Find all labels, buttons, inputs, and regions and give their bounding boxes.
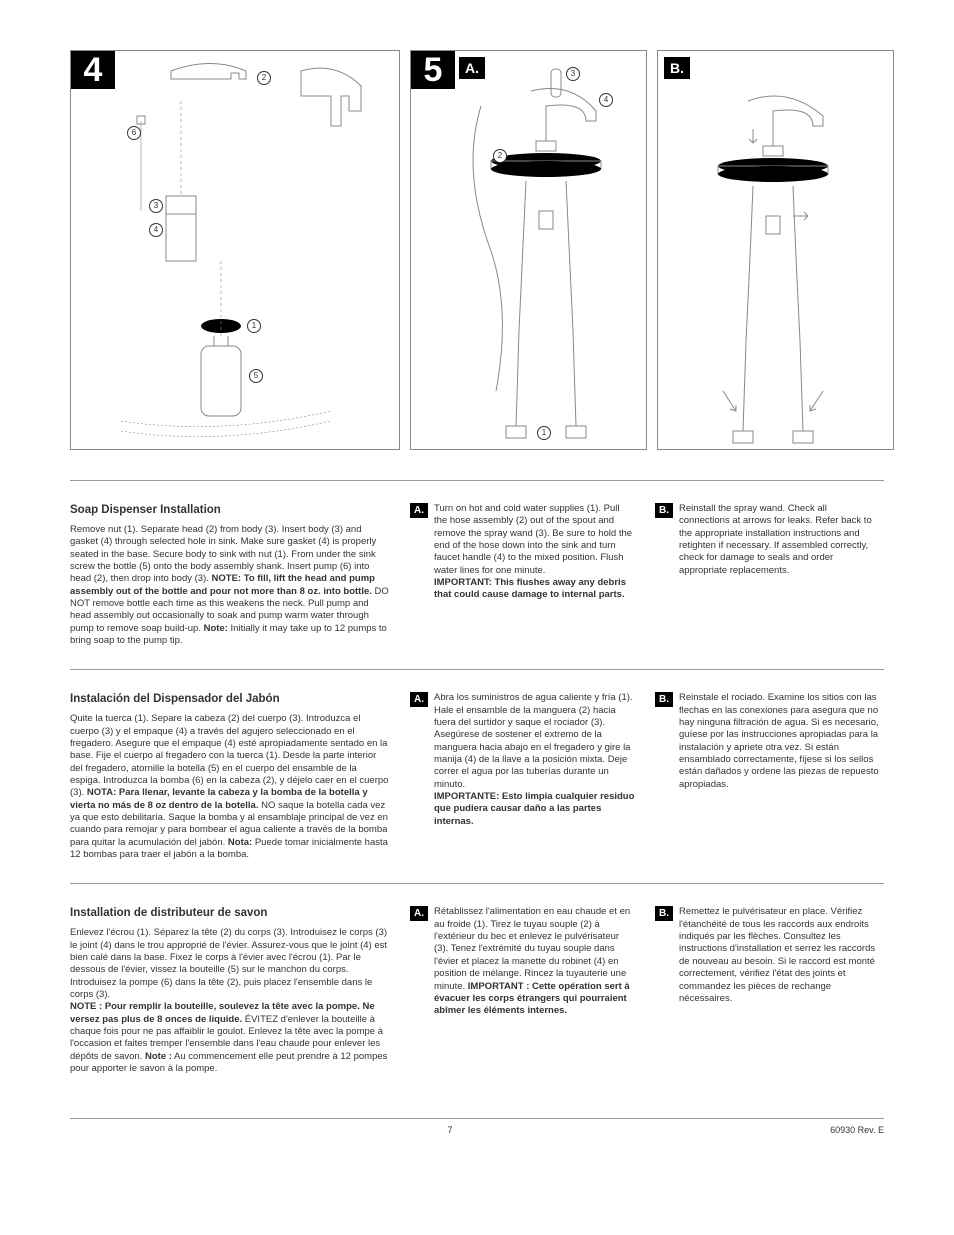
es-a-pre: Abra los suministros de agua caliente y … bbox=[434, 692, 633, 789]
en-a-pre: Turn on hot and cold water supplies (1).… bbox=[434, 503, 632, 576]
en-note-label: Note: bbox=[204, 623, 228, 634]
callout-6: 6 bbox=[127, 126, 141, 140]
step5a-svg bbox=[411, 51, 648, 451]
step5b-letter: B. bbox=[664, 57, 690, 79]
callout-5a-3: 3 bbox=[566, 67, 580, 81]
step5-number: 5 bbox=[411, 51, 455, 89]
callout-5: 5 bbox=[249, 369, 263, 383]
fr-title: Installation de distributeur de savon bbox=[70, 906, 390, 921]
callout-5a-2: 2 bbox=[493, 149, 507, 163]
es-col-b: B. Reinstale el rociado. Examine los sit… bbox=[655, 692, 880, 861]
badge-a-fr: A. bbox=[410, 906, 428, 921]
es-left: Instalación del Dispensador del Jabón Qu… bbox=[70, 692, 390, 861]
rev-label: 60930 Rev. E bbox=[830, 1125, 884, 1137]
row-es: Instalación del Dispensador del Jabón Qu… bbox=[70, 669, 884, 883]
fr-left: Installation de distributeur de savon En… bbox=[70, 906, 390, 1075]
en-a-bold: IMPORTANT: This flushes away any debris … bbox=[434, 577, 626, 600]
fr-body-pre: Enlevez l'écrou (1). Séparez la tête (2)… bbox=[70, 927, 387, 1000]
callout-5a-4: 4 bbox=[599, 93, 613, 107]
es-body: Quite la tuerca (1). Separe la cabeza (2… bbox=[70, 713, 390, 861]
callout-1: 1 bbox=[247, 319, 261, 333]
en-title: Soap Dispenser Installation bbox=[70, 503, 390, 518]
row-en: Soap Dispenser Installation Remove nut (… bbox=[70, 480, 884, 669]
page-number: 7 bbox=[70, 1125, 830, 1137]
callout-5a-1: 1 bbox=[537, 426, 551, 440]
step5a-letter: A. bbox=[459, 57, 485, 79]
en-body: Remove nut (1). Separate head (2) from b… bbox=[70, 524, 390, 647]
badge-b-es: B. bbox=[655, 692, 673, 707]
es-a-text: Abra los suministros de agua caliente y … bbox=[434, 692, 635, 828]
callout-3: 3 bbox=[149, 199, 163, 213]
step5b-svg bbox=[658, 51, 895, 451]
en-col-a: A. Turn on hot and cold water supplies (… bbox=[410, 503, 635, 647]
en-b-text: Reinstall the spray wand. Check all conn… bbox=[679, 503, 880, 577]
fr-col-a: A. Rétablissez l'alimentation en eau cha… bbox=[410, 906, 635, 1075]
callout-2: 2 bbox=[257, 71, 271, 85]
step5a-diagram: 5 A. 3 4 2 1 bbox=[410, 50, 647, 450]
es-a-bold: IMPORTANTE: Esto limpia cualquier residu… bbox=[434, 791, 634, 827]
row-fr: Installation de distributeur de savon En… bbox=[70, 883, 884, 1097]
fr-col-b: B. Remettez le pulvérisateur en place. V… bbox=[655, 906, 880, 1075]
badge-a-es: A. bbox=[410, 692, 428, 707]
badge-b-fr: B. bbox=[655, 906, 673, 921]
callout-4: 4 bbox=[149, 223, 163, 237]
fr-body: Enlevez l'écrou (1). Séparez la tête (2)… bbox=[70, 927, 390, 1075]
es-body-pre: Quite la tuerca (1). Separe la cabeza (2… bbox=[70, 713, 388, 798]
fr-note-label: Note : bbox=[145, 1051, 172, 1062]
en-left: Soap Dispenser Installation Remove nut (… bbox=[70, 503, 390, 647]
step4-svg bbox=[71, 51, 401, 451]
fr-b-text: Remettez le pulvérisateur en place. Véri… bbox=[679, 906, 880, 1005]
en-col-b: B. Reinstall the spray wand. Check all c… bbox=[655, 503, 880, 647]
es-b-text: Reinstale el rociado. Examine los sitios… bbox=[679, 692, 880, 791]
step5b-diagram: B. bbox=[657, 50, 894, 450]
badge-a-en: A. bbox=[410, 503, 428, 518]
diagrams-row: 4 2 6 3 4 1 5 bbox=[70, 50, 884, 450]
es-col-a: A. Abra los suministros de agua caliente… bbox=[410, 692, 635, 861]
es-title: Instalación del Dispensador del Jabón bbox=[70, 692, 390, 707]
badge-b-en: B. bbox=[655, 503, 673, 518]
footer: 7 60930 Rev. E bbox=[70, 1118, 884, 1137]
step4-diagram: 4 2 6 3 4 1 5 bbox=[70, 50, 400, 450]
fr-a-text: Rétablissez l'alimentation en eau chaude… bbox=[434, 906, 635, 1017]
en-a-text: Turn on hot and cold water supplies (1).… bbox=[434, 503, 635, 602]
es-note-label: Nota: bbox=[228, 837, 252, 848]
step4-number: 4 bbox=[71, 51, 115, 89]
text-sections: Soap Dispenser Installation Remove nut (… bbox=[70, 480, 884, 1098]
fr-a-pre: Rétablissez l'alimentation en eau chaude… bbox=[434, 906, 630, 991]
